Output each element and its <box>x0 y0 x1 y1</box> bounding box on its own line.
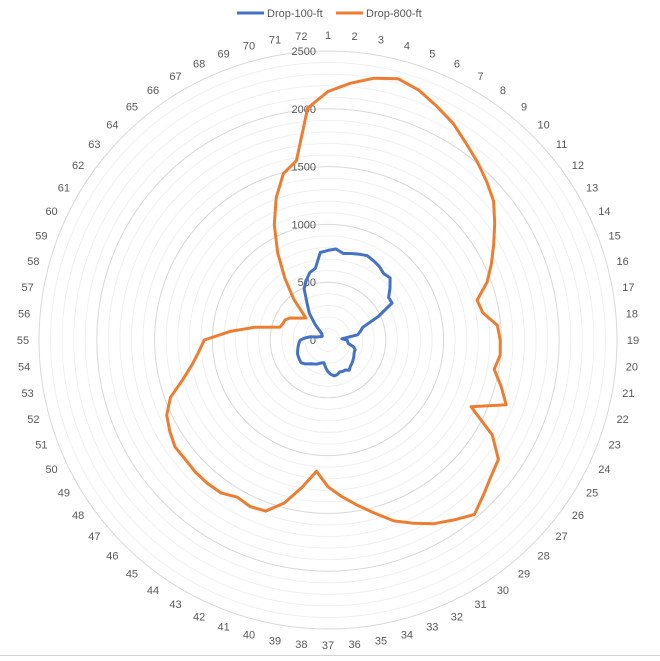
category-label: 22 <box>616 414 628 426</box>
category-label: 18 <box>626 308 638 320</box>
category-label: 62 <box>72 160 84 172</box>
category-label: 66 <box>147 85 159 97</box>
minor-gridline <box>224 236 432 444</box>
category-label: 57 <box>22 282 34 294</box>
category-label: 35 <box>375 635 387 647</box>
category-label: 10 <box>538 119 550 131</box>
legend: Drop-100-ft Drop-800-ft <box>237 8 422 20</box>
category-label: 1 <box>325 30 331 42</box>
category-label: 7 <box>477 71 483 83</box>
category-label: 6 <box>454 59 460 71</box>
category-label: 51 <box>35 439 47 451</box>
category-label: 5 <box>429 48 435 60</box>
legend-label: Drop-800-ft <box>366 8 422 20</box>
category-label: 26 <box>572 510 584 522</box>
category-label: 60 <box>45 206 57 218</box>
category-label: 38 <box>295 639 307 651</box>
category-label: 16 <box>616 256 628 268</box>
category-label: 41 <box>218 622 230 634</box>
major-gridline <box>39 51 617 629</box>
category-label: 11 <box>556 139 567 151</box>
category-label: 68 <box>193 59 205 71</box>
category-label: 39 <box>269 635 281 647</box>
category-label: 31 <box>474 599 486 611</box>
category-label: 43 <box>169 599 181 611</box>
minor-gridline <box>85 97 571 583</box>
category-label: 48 <box>72 510 84 522</box>
minor-gridline <box>259 271 398 410</box>
major-gridline <box>270 282 386 398</box>
category-label: 52 <box>27 414 39 426</box>
category-label: 64 <box>106 119 118 131</box>
category-label: 58 <box>27 256 39 268</box>
minor-gridline <box>74 86 583 595</box>
category-label: 32 <box>451 611 463 623</box>
category-label: 21 <box>622 388 634 400</box>
category-label: 27 <box>556 531 568 543</box>
minor-gridline <box>236 248 421 433</box>
minor-gridline <box>189 201 466 478</box>
category-label: 9 <box>521 101 527 113</box>
category-label: 24 <box>598 464 610 476</box>
category-label: 59 <box>35 231 47 243</box>
category-label: 42 <box>193 611 205 623</box>
category-label: 2 <box>352 31 358 43</box>
category-label: 36 <box>348 639 360 651</box>
category-label: 28 <box>538 551 550 563</box>
category-label: 37 <box>322 640 334 652</box>
category-label: 45 <box>126 569 138 581</box>
tick-label: 2500 <box>292 46 316 58</box>
category-label: 14 <box>598 206 610 218</box>
category-label: 50 <box>45 464 57 476</box>
category-label: 47 <box>88 531 100 543</box>
category-label: 29 <box>518 569 530 581</box>
minor-gridline <box>51 63 606 618</box>
category-label: 69 <box>218 48 230 60</box>
category-label: 20 <box>626 362 638 374</box>
category-label: 63 <box>88 139 100 151</box>
category-label: 30 <box>497 585 509 597</box>
tick-label: 1000 <box>292 219 316 231</box>
category-label: 70 <box>243 40 255 52</box>
category-label: 67 <box>169 71 181 83</box>
minor-gridline <box>178 190 479 491</box>
minor-gridline <box>108 120 547 559</box>
category-label: 72 <box>295 31 307 43</box>
category-label: 33 <box>426 622 438 634</box>
spreadsheet-gridline <box>0 655 660 661</box>
category-label: 46 <box>106 551 118 563</box>
category-label: 23 <box>608 439 620 451</box>
category-label: 19 <box>627 335 639 347</box>
series-lines <box>167 78 507 524</box>
category-label: 49 <box>58 488 70 500</box>
category-label: 65 <box>126 101 138 113</box>
category-label: 4 <box>404 40 410 52</box>
category-label: 12 <box>572 160 584 172</box>
category-label: 3 <box>378 35 384 47</box>
category-label: 61 <box>58 183 70 195</box>
legend-label: Drop-100-ft <box>267 8 323 20</box>
radial-grid <box>39 51 617 629</box>
category-label: 17 <box>622 282 634 294</box>
series-line-drop-800-ft <box>167 78 507 524</box>
category-label: 15 <box>608 231 620 243</box>
category-label: 44 <box>147 585 159 597</box>
minor-gridline <box>166 178 490 502</box>
category-label: 40 <box>243 630 255 642</box>
category-label: 54 <box>18 362 30 374</box>
category-label: 53 <box>22 388 34 400</box>
category-label: 25 <box>586 488 598 500</box>
category-label: 13 <box>586 183 598 195</box>
category-label: 34 <box>401 630 413 642</box>
minor-gridline <box>62 74 594 606</box>
minor-gridline <box>131 143 524 536</box>
category-label: 71 <box>269 35 281 47</box>
category-label: 8 <box>500 85 506 97</box>
category-label: 55 <box>17 335 29 347</box>
category-label: 56 <box>18 308 30 320</box>
minor-gridline <box>247 259 409 421</box>
minor-gridline <box>143 155 513 525</box>
